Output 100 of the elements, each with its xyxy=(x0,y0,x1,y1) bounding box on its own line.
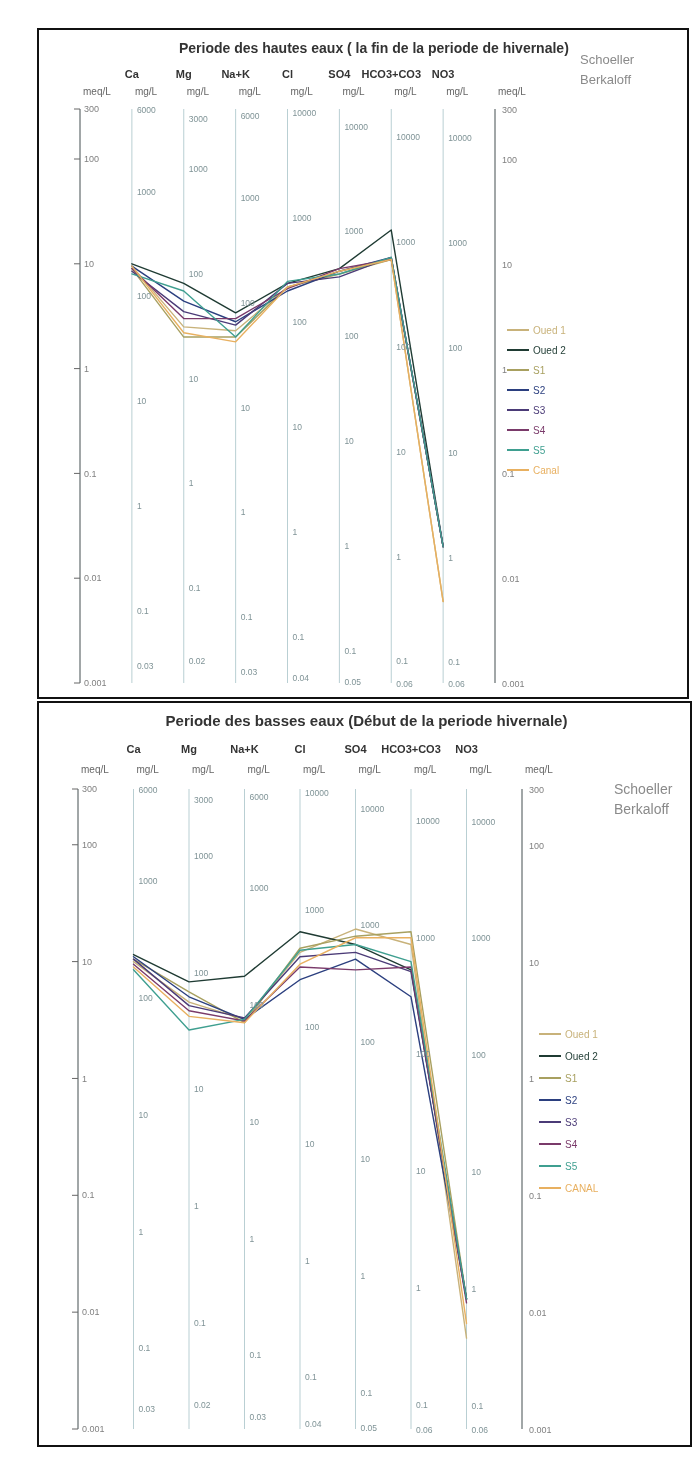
legend-label: S1 xyxy=(533,364,546,376)
x-tick-label: Ca xyxy=(124,68,140,80)
annotation: 100 xyxy=(138,992,153,1004)
x-tick-label: HCO3+CO3 xyxy=(361,68,422,80)
annotation: 1000 xyxy=(396,237,416,249)
annotation: 6000 xyxy=(249,792,269,804)
x-tick-label: Na+K xyxy=(230,743,259,755)
annotation: 6000 xyxy=(136,105,156,117)
annotation: 1000 xyxy=(249,882,269,894)
y-tick-label: 300 xyxy=(82,784,98,795)
y-tick-label: 0.001 xyxy=(82,1424,105,1435)
annotation: 1 xyxy=(249,1233,255,1245)
annotation: 1 xyxy=(136,501,142,513)
x-tick-label: HCO3+CO3 xyxy=(381,743,441,755)
annotation: 10 xyxy=(194,1084,204,1096)
annotation: 0.1 xyxy=(471,1400,484,1412)
annotation: 0.02 xyxy=(194,1399,211,1411)
legend-label: Oued 2 xyxy=(565,1050,598,1062)
annotation: 0.04 xyxy=(292,673,310,685)
annotation: 1 xyxy=(292,527,298,539)
annotation: 10000 xyxy=(360,803,385,815)
annotation: 1000 xyxy=(344,226,364,238)
y-tick-label: 0.01 xyxy=(82,1307,100,1318)
chart-title: Periode des hautes eaux ( la fin de la periode de hivernale) xyxy=(179,40,569,56)
legend-label: Oued 1 xyxy=(565,1028,598,1040)
annotation: 3000 xyxy=(188,113,208,125)
y-axis-title: meq/L xyxy=(83,86,111,97)
text: 0.1 xyxy=(502,469,515,481)
text: mg/L xyxy=(303,764,326,775)
legend-label: S3 xyxy=(565,1116,578,1128)
text: mg/L xyxy=(342,86,365,97)
annotation: 10 xyxy=(360,1154,370,1166)
annotation: 10 xyxy=(344,436,354,448)
annotation: 100 xyxy=(448,342,463,354)
annotation: 1 xyxy=(194,1201,199,1213)
text: mg/L xyxy=(247,764,270,775)
annotation: 100 xyxy=(344,331,359,343)
y-tick-label: 100 xyxy=(84,154,100,165)
annotation: 3000 xyxy=(194,794,213,806)
legend-label: Canal xyxy=(533,464,560,476)
annotation: 10000 xyxy=(396,132,420,144)
y-tick-label: 10 xyxy=(84,259,95,269)
x-tick-label: Na+K xyxy=(221,68,250,80)
y-tick-label: 0.1 xyxy=(82,1190,95,1201)
annotation: 10 xyxy=(249,1116,259,1128)
annotation: 1 xyxy=(305,1255,310,1267)
annotation: 10 xyxy=(240,402,251,414)
annotation: 0.1 xyxy=(138,1343,151,1355)
text: mg/L xyxy=(394,86,417,97)
text: 1 xyxy=(529,1074,535,1086)
annotation: 0.1 xyxy=(136,605,149,617)
annotation: 0.1 xyxy=(360,1387,373,1399)
annotation: 10000 xyxy=(471,816,496,828)
annotation: 0.03 xyxy=(136,660,154,672)
annotation: 100 xyxy=(292,317,307,329)
annotation: 1 xyxy=(416,1283,421,1295)
annotation: 0.1 xyxy=(416,1399,428,1411)
annotation: 6000 xyxy=(138,785,158,797)
text: 10 xyxy=(502,259,513,271)
annotation: 0.02 xyxy=(188,656,206,668)
annotation: 1 xyxy=(448,552,453,564)
annotation: 0.05 xyxy=(344,677,361,689)
annotation: 1000 xyxy=(188,163,208,175)
text: mg/L xyxy=(186,86,209,97)
text: 0.01 xyxy=(529,1308,547,1320)
annotation: 0.06 xyxy=(416,1425,433,1436)
annotation: 100 xyxy=(249,999,264,1011)
annotation: 1 xyxy=(344,540,350,552)
text: Schoeller Berkaloff xyxy=(580,51,636,89)
annotation: 1000 xyxy=(136,186,156,198)
annotation: 0.1 xyxy=(249,1350,262,1362)
annotation: 0.03 xyxy=(240,667,258,679)
text: 0.1 xyxy=(529,1191,542,1203)
annotation: 0.06 xyxy=(471,1425,489,1436)
annotation: 10000 xyxy=(292,107,317,119)
text: meq/L xyxy=(525,764,553,775)
annotation: 1000 xyxy=(292,212,312,224)
annotation: 1000 xyxy=(471,933,491,945)
annotation: 1 xyxy=(396,551,401,563)
text: 0.001 xyxy=(502,679,525,690)
annotation: 10 xyxy=(138,1109,148,1121)
annotation: 100 xyxy=(360,1037,375,1049)
annotation: 0.06 xyxy=(396,679,413,690)
x-tick-label: SO4 xyxy=(344,743,368,755)
legend-label: S5 xyxy=(565,1160,578,1172)
annotation: 100 xyxy=(188,268,203,280)
y-tick-label: 1 xyxy=(82,1073,88,1084)
legend-label: S3 xyxy=(533,404,546,416)
annotation: 100 xyxy=(136,291,152,303)
annotation: 0.1 xyxy=(240,612,253,624)
annotation: 10 xyxy=(448,447,458,459)
x-tick-label: Mg xyxy=(175,68,192,80)
annotation: 0.1 xyxy=(194,1318,206,1330)
text: meq/L xyxy=(498,86,526,97)
annotation: 0.04 xyxy=(305,1418,322,1430)
text: mg/L xyxy=(358,764,381,775)
annotation: 1000 xyxy=(416,932,435,944)
annotation: 0.1 xyxy=(188,583,201,595)
annotation: 1000 xyxy=(360,920,380,932)
annotation: 1000 xyxy=(194,850,213,862)
